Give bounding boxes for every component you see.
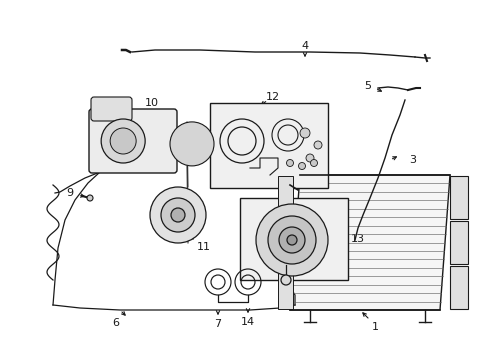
Text: 3: 3 — [408, 155, 416, 165]
Circle shape — [298, 162, 305, 170]
Circle shape — [310, 159, 317, 166]
Circle shape — [110, 128, 136, 154]
Circle shape — [170, 122, 214, 166]
Circle shape — [150, 187, 205, 243]
Circle shape — [101, 119, 145, 163]
Text: 2: 2 — [270, 208, 277, 218]
Circle shape — [286, 235, 296, 245]
Circle shape — [313, 141, 321, 149]
Bar — [449, 221, 467, 264]
Text: 4: 4 — [301, 41, 308, 51]
Text: 9: 9 — [66, 188, 73, 198]
Text: 8: 8 — [282, 249, 289, 259]
Circle shape — [305, 154, 313, 162]
Circle shape — [299, 128, 309, 138]
Text: 5: 5 — [364, 81, 371, 91]
Text: 13: 13 — [350, 234, 364, 244]
Circle shape — [281, 275, 290, 285]
Text: 1: 1 — [371, 322, 378, 332]
Circle shape — [87, 195, 93, 201]
Circle shape — [279, 227, 305, 253]
Bar — [449, 266, 467, 309]
Text: 11: 11 — [197, 242, 210, 252]
Circle shape — [161, 198, 195, 232]
Text: 12: 12 — [265, 92, 280, 102]
Text: 10: 10 — [145, 98, 159, 108]
Bar — [278, 243, 292, 309]
Text: 7: 7 — [214, 319, 221, 329]
Bar — [240, 198, 347, 280]
FancyBboxPatch shape — [91, 97, 132, 121]
FancyBboxPatch shape — [89, 109, 177, 173]
Circle shape — [267, 216, 315, 264]
Circle shape — [171, 208, 184, 222]
Circle shape — [286, 159, 293, 166]
Bar — [209, 103, 327, 188]
Bar — [449, 176, 467, 219]
Circle shape — [186, 139, 197, 149]
Circle shape — [256, 204, 327, 276]
Bar — [278, 176, 292, 242]
Text: 14: 14 — [241, 317, 255, 327]
Polygon shape — [289, 175, 449, 310]
Circle shape — [179, 131, 204, 157]
Text: 6: 6 — [112, 318, 119, 328]
